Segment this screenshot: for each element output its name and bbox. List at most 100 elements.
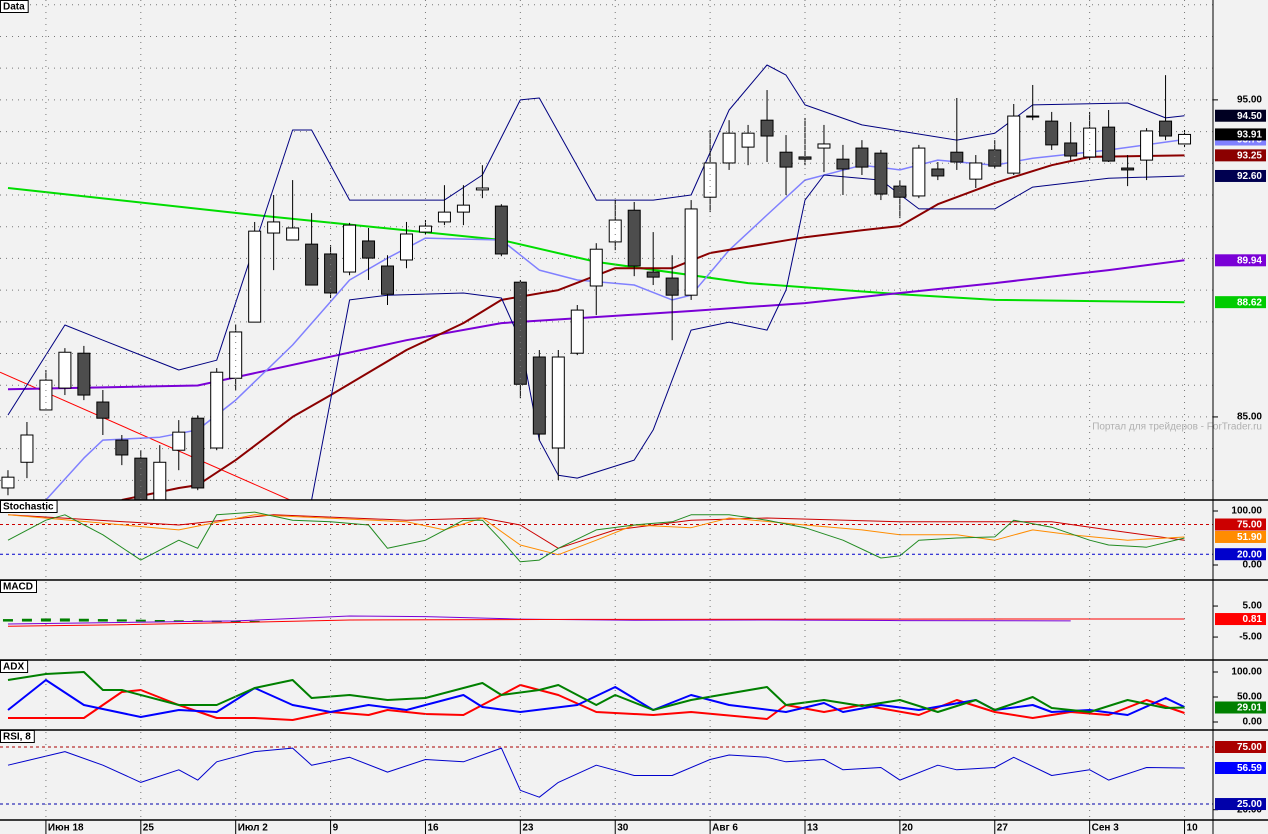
- candle-body: [1045, 120, 1059, 146]
- candle-body: [381, 265, 395, 295]
- candle-body: [229, 331, 243, 379]
- panel-title-box: [0, 0, 29, 13]
- y-tick-label: 100.00: [1231, 667, 1262, 678]
- candle-body: [855, 147, 869, 168]
- panel-plot: [7, 671, 1185, 721]
- price-tag-label: 75.00: [1237, 520, 1262, 531]
- indicator-line: [311, 174, 1185, 500]
- panel-title-box: [0, 730, 35, 743]
- candle-body: [494, 205, 508, 255]
- candle-body: [324, 253, 338, 294]
- price-tag-label: 94.50: [1237, 111, 1262, 122]
- candle-body: [191, 417, 205, 489]
- price-tag-label: 29.01: [1237, 703, 1262, 714]
- candle-body: [570, 309, 584, 354]
- histogram-bar: [173, 620, 184, 622]
- price-tag: [1215, 296, 1266, 309]
- candle-body: [589, 248, 603, 287]
- candle-body: [931, 168, 945, 177]
- x-tick-label: Июн 18: [48, 823, 84, 834]
- panel-plot: [0, 4, 1213, 500]
- price-tag-label: 20.00: [1237, 549, 1262, 560]
- indicator-line: [7, 514, 1185, 549]
- price-tag: [1215, 613, 1266, 626]
- candle-body: [627, 209, 641, 267]
- x-tick-label: 13: [807, 823, 819, 834]
- candle-body: [1026, 115, 1040, 118]
- histogram-bar: [97, 619, 108, 622]
- indicator-line: [121, 154, 1185, 500]
- price-tag-label: 93.91: [1237, 130, 1262, 141]
- candle-body: [817, 143, 831, 149]
- histogram-bar: [116, 619, 127, 622]
- candle-body: [969, 162, 983, 180]
- indicator-line: [7, 671, 1185, 713]
- candle-body: [437, 211, 451, 223]
- panel-title: Data: [3, 2, 25, 13]
- x-tick-label: 9: [333, 823, 339, 834]
- candle-body: [893, 185, 907, 198]
- candle-body: [1064, 142, 1078, 157]
- panel-title: MACD: [3, 582, 33, 593]
- candle-body: [475, 187, 489, 191]
- indicator-line: [7, 618, 1185, 627]
- y-tick-label: 85.00: [1237, 412, 1262, 423]
- candle-body: [248, 230, 262, 323]
- candle-body: [343, 224, 357, 273]
- candle-body: [950, 151, 964, 163]
- candle-body: [153, 461, 167, 500]
- panel-title-box: [0, 660, 29, 673]
- candle-body: [1140, 130, 1154, 161]
- price-tag-label: 92.60: [1237, 171, 1262, 182]
- x-tick-label: Авг 6: [712, 823, 738, 834]
- y-tick-label: 5.00: [1243, 601, 1263, 612]
- candle-body: [267, 221, 281, 234]
- price-tag: [1215, 740, 1266, 753]
- candle-body: [210, 371, 224, 449]
- panel-title-box: [0, 500, 58, 513]
- price-tag-label: 88.62: [1237, 297, 1262, 308]
- candle-body: [722, 132, 736, 164]
- candle-body: [305, 243, 319, 286]
- candle-body: [39, 379, 53, 411]
- panel-title: RSI, 8: [3, 732, 31, 743]
- candle-body: [551, 356, 565, 449]
- x-tick-label: 27: [997, 823, 1009, 834]
- candle-body: [1159, 120, 1173, 137]
- candle-body: [646, 271, 660, 278]
- candle-body: [77, 352, 91, 396]
- panel-plot: [2, 615, 1185, 627]
- x-tick-label: 16: [427, 823, 439, 834]
- price-tag-label: 89.94: [1237, 255, 1262, 266]
- y-tick-label: -5.00: [1239, 632, 1262, 643]
- candle-body: [798, 156, 812, 160]
- indicator-line: [7, 64, 1185, 416]
- candle-body: [874, 152, 888, 195]
- price-tag: [1215, 518, 1266, 531]
- candle-body: [115, 439, 129, 456]
- x-tick-label: 30: [617, 823, 629, 834]
- y-tick-label: 0.00: [1243, 560, 1263, 571]
- price-tag-label: 56.59: [1237, 763, 1262, 774]
- candle-body: [912, 147, 926, 197]
- y-tick-label: 100.00: [1231, 506, 1262, 517]
- price-tag: [1215, 109, 1266, 122]
- price-tag-label: 25.00: [1237, 799, 1262, 810]
- watermark: Портал для трейдеров - ForTrader.ru: [1092, 422, 1262, 433]
- candle-body: [988, 149, 1002, 167]
- candle-body: [1, 476, 15, 489]
- candle-body: [418, 225, 432, 233]
- indicator-line: [7, 259, 1185, 391]
- candle-body: [532, 356, 546, 435]
- candle-body: [836, 158, 850, 170]
- price-tag: [1215, 149, 1266, 162]
- histogram-bar: [78, 618, 89, 622]
- x-tick-label: 25: [143, 823, 155, 834]
- y-tick-label: 95.00: [1237, 95, 1262, 106]
- price-tag-label: 0.81: [1243, 614, 1263, 625]
- x-tick-label: 20: [902, 823, 914, 834]
- panel-plot: [0, 746, 1213, 805]
- x-tick-label: 23: [522, 823, 534, 834]
- y-tick-label: 0.00: [1243, 717, 1263, 728]
